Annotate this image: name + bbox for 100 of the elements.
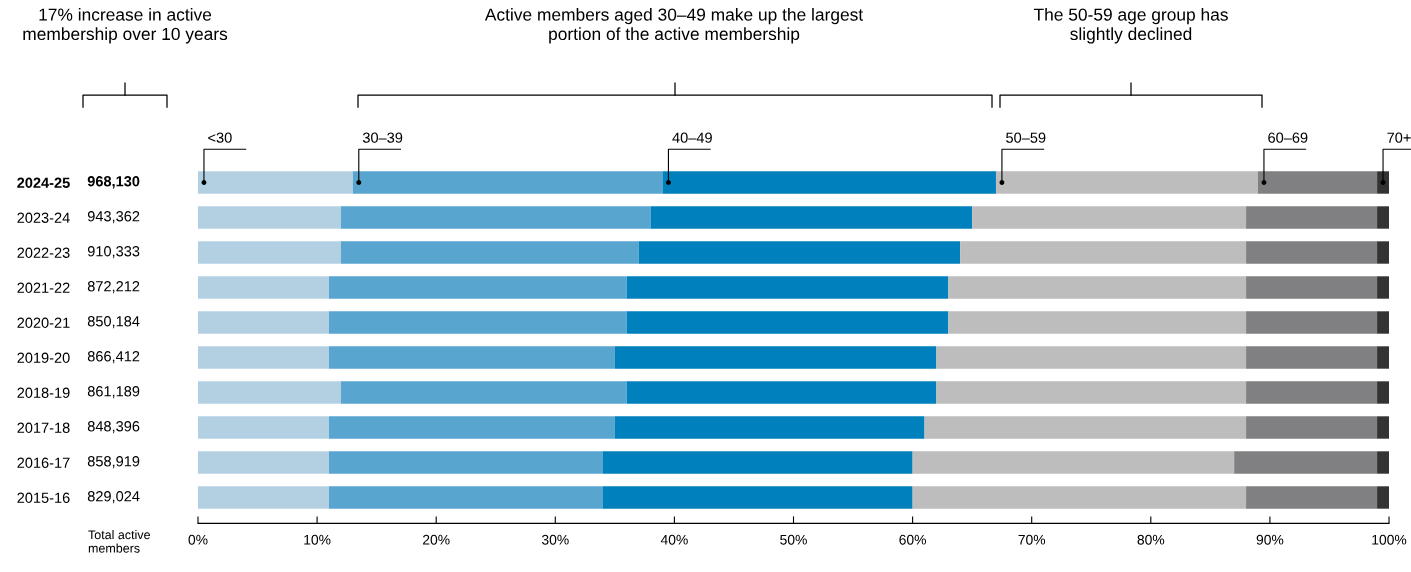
bar — [329, 486, 603, 509]
bar — [995, 171, 1258, 194]
bar — [626, 311, 949, 334]
bar — [948, 311, 1247, 334]
y-tick-label: 2015-16 — [17, 492, 70, 503]
y-tick-label: 2019-20 — [17, 352, 70, 363]
text: 910,333 — [87, 246, 140, 259]
x-tick-label: 20% — [423, 534, 450, 545]
bar — [1377, 311, 1389, 334]
series-label: 30–39 — [362, 132, 403, 143]
bar — [1377, 241, 1389, 264]
bar — [1377, 451, 1389, 474]
text: 829,024 — [87, 491, 140, 504]
y-tick-label: 2017-18 — [17, 422, 70, 433]
text: Active members aged 30–49 make up the largest portion of the active membership — [484, 8, 864, 44]
bar — [626, 276, 949, 299]
bar — [1234, 451, 1378, 474]
text: 866,412 — [87, 351, 140, 364]
text: Total active members — [88, 530, 150, 553]
y-tick-label: 2023-24 — [17, 212, 70, 223]
bar — [1377, 206, 1389, 229]
bar — [924, 416, 1247, 439]
bar — [960, 241, 1247, 264]
bar — [1246, 346, 1378, 369]
x-tick-label: 50% — [780, 534, 807, 545]
bar — [329, 416, 615, 439]
bar — [198, 451, 330, 474]
bar — [602, 451, 913, 474]
text: 858,919 — [87, 456, 140, 469]
bar — [936, 346, 1247, 369]
bar — [1246, 276, 1378, 299]
series-label: 70+ — [1387, 132, 1411, 143]
y-tick-label: 2021-22 — [17, 282, 70, 293]
bar — [1246, 206, 1378, 229]
bar — [614, 346, 937, 369]
y-tick-label: 2022-23 — [17, 247, 70, 258]
x-tick-label: 80% — [1137, 534, 1165, 545]
bar — [1246, 241, 1378, 264]
bar — [329, 346, 615, 369]
x-tick-label: 90% — [1256, 534, 1284, 545]
series-label: 60–69 — [1268, 132, 1308, 143]
bar — [948, 276, 1247, 299]
y-tick-label: 2020-21 — [17, 317, 70, 328]
bar — [329, 311, 627, 334]
bar — [638, 241, 961, 264]
y-tick-label: 2024-25 — [17, 177, 70, 188]
series-label: 50–59 — [1006, 132, 1046, 143]
series-label: 40–49 — [672, 132, 712, 143]
bar — [340, 206, 651, 229]
bar — [198, 206, 341, 229]
bar — [662, 171, 996, 194]
x-tick-label: 70% — [1018, 534, 1046, 545]
bar — [198, 381, 341, 404]
bar — [1377, 416, 1389, 439]
x-tick-label: 100% — [1372, 534, 1407, 545]
series-label: <30 — [208, 132, 232, 143]
x-tick-label: 30% — [541, 534, 569, 545]
text: 861,189 — [87, 386, 140, 399]
bar — [626, 381, 937, 404]
bar — [352, 171, 663, 194]
bar — [912, 451, 1235, 474]
text: The 50-59 age group has slightly declined — [1033, 8, 1228, 44]
bar — [198, 171, 353, 194]
bar — [198, 241, 341, 264]
bar — [650, 206, 973, 229]
x-tick-label: 0% — [188, 534, 208, 545]
text: 848,396 — [87, 421, 140, 434]
bar — [912, 486, 1247, 509]
bar — [198, 416, 330, 439]
bar — [614, 416, 925, 439]
bar — [1246, 381, 1378, 404]
bar — [340, 381, 627, 404]
bar — [198, 311, 330, 334]
bar — [1377, 346, 1389, 369]
bar — [1246, 311, 1378, 334]
bar — [1377, 171, 1389, 194]
x-tick-label: 10% — [304, 534, 331, 545]
bar — [198, 276, 330, 299]
bar — [1377, 381, 1389, 404]
bar — [972, 206, 1247, 229]
bar — [329, 276, 627, 299]
bar — [1246, 486, 1378, 509]
text: 850,184 — [87, 316, 140, 329]
bar — [1377, 486, 1389, 509]
text: 872,212 — [87, 281, 140, 294]
x-tick-label: 60% — [899, 534, 927, 545]
text: 943,362 — [87, 211, 140, 224]
bar — [340, 241, 639, 264]
bar — [198, 346, 330, 369]
y-tick-label: 2016-17 — [17, 457, 70, 468]
bar — [1246, 416, 1378, 439]
bar — [1377, 276, 1389, 299]
bar — [602, 486, 913, 509]
bar — [1257, 171, 1378, 194]
bar — [198, 486, 330, 509]
bar — [936, 381, 1247, 404]
bar — [329, 451, 603, 474]
x-tick-label: 40% — [660, 534, 688, 545]
text: 17% increase in active membership over 10 years — [23, 8, 228, 44]
y-tick-label: 2018-19 — [17, 387, 70, 398]
